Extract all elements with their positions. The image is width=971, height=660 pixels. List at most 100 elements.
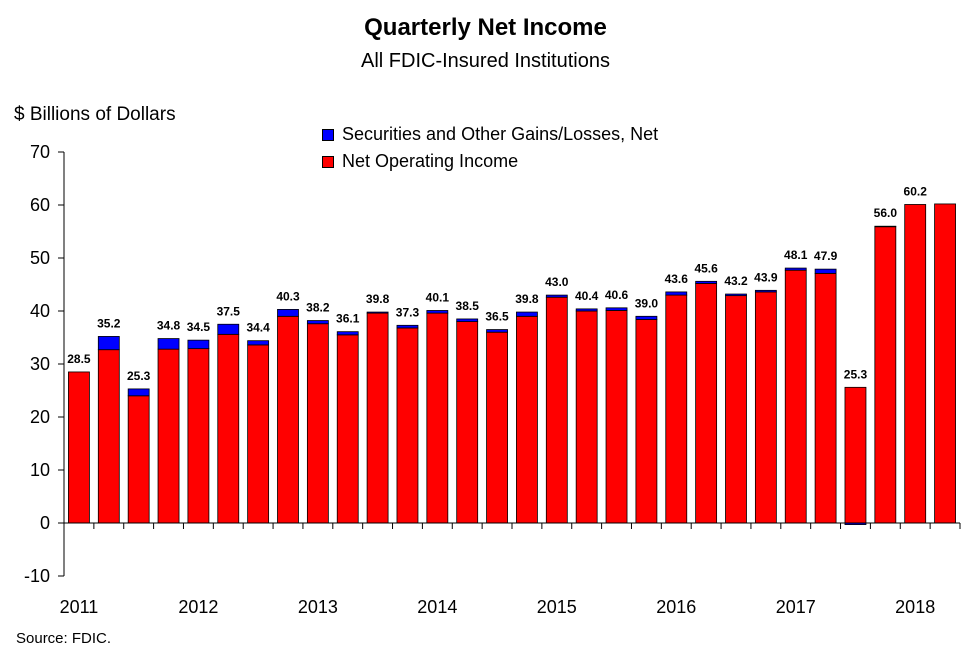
bar-securities-gains — [157, 338, 180, 350]
x-tick-label-year: 2015 — [537, 597, 577, 617]
bar-securities-gains — [874, 225, 897, 228]
y-tick-label: 50 — [30, 248, 50, 268]
bar-net-operating-income — [695, 283, 718, 524]
y-tick-label: 10 — [30, 460, 50, 480]
bar-net-operating-income — [68, 371, 90, 524]
bar-securities-gains — [247, 340, 270, 346]
bar-securities-gains — [396, 324, 419, 329]
y-tick-label: -10 — [24, 566, 50, 586]
bar-value-label: 39.0 — [635, 296, 659, 310]
bar-net-operating-income — [516, 315, 538, 524]
bar-securities-gains — [456, 318, 479, 323]
bar-value-label: 47.9 — [814, 249, 838, 263]
bar-net-operating-income — [187, 348, 210, 524]
bar-net-operating-income — [306, 323, 329, 524]
bar-value-label: 43.0 — [545, 275, 569, 289]
bar-net-operating-income — [575, 310, 598, 524]
bar-securities-gains — [366, 311, 389, 314]
legend-item-net-operating-income: Net Operating Income — [322, 148, 658, 175]
x-tick-label-year: 2014 — [417, 597, 457, 617]
bar-value-label: 38.2 — [306, 301, 330, 315]
bar-securities-gains — [486, 329, 508, 333]
y-tick-label: 40 — [30, 301, 50, 321]
bar-value-label: 36.1 — [336, 312, 360, 326]
chart-subtitle: All FDIC-Insured Institutions — [361, 50, 610, 72]
bar-net-operating-income — [545, 296, 568, 524]
bar-securities-gains — [217, 323, 240, 335]
bar-value-label: 40.3 — [276, 289, 300, 303]
bar-securities-gains — [725, 293, 747, 297]
bar-net-operating-income — [784, 269, 807, 524]
bar-securities-gains — [277, 309, 299, 317]
bar-value-label: 34.4 — [246, 321, 270, 335]
bar-securities-gains — [575, 308, 598, 312]
bar-securities-gains — [665, 291, 688, 296]
bar-value-label: 39.8 — [366, 292, 390, 306]
bar-value-label: 34.5 — [187, 320, 211, 334]
bar-net-operating-income — [157, 348, 180, 524]
bar-value-label: 25.3 — [844, 367, 868, 381]
x-tick-label-year: 2017 — [776, 597, 816, 617]
bar-value-label: 36.5 — [485, 310, 509, 324]
chart-title: Quarterly Net Income — [364, 14, 607, 41]
source-note: Source: FDIC. — [16, 630, 112, 647]
legend-label-securities: Securities and Other Gains/Losses, Net — [342, 124, 659, 144]
bar-value-label: 43.2 — [724, 274, 748, 288]
x-tick-label-year: 2018 — [895, 597, 935, 617]
bar-value-label: 38.5 — [456, 299, 480, 313]
bar-net-operating-income — [97, 349, 120, 524]
y-tick-label: 0 — [40, 513, 50, 533]
bar-net-operating-income — [127, 395, 150, 524]
bar-securities-gains — [187, 339, 210, 350]
bar-net-operating-income — [605, 310, 628, 524]
bar-net-operating-income — [486, 331, 508, 524]
bar-securities-gains — [605, 307, 628, 311]
x-tick-label-year: 2013 — [298, 597, 338, 617]
bar-net-operating-income — [336, 334, 359, 524]
legend-swatch-net-operating-income — [322, 155, 334, 168]
y-axis-label: $ Billions of Dollars — [14, 104, 176, 125]
bar-value-label: 25.3 — [127, 369, 151, 383]
bar-value-label: 35.2 — [97, 316, 121, 330]
bar-securities-gains — [426, 310, 449, 314]
bar-net-operating-income — [814, 272, 837, 524]
bar-net-operating-income — [217, 333, 240, 524]
bar-value-label: 34.8 — [157, 319, 181, 333]
x-tick-label-year: 2011 — [60, 597, 99, 617]
bar-net-operating-income — [426, 312, 449, 524]
bar-net-operating-income — [665, 294, 688, 524]
bar-value-label: 48.1 — [784, 248, 808, 262]
legend-item-securities: Securities and Other Gains/Losses, Net — [322, 121, 658, 148]
bar-value-label: 28.5 — [67, 352, 91, 366]
bar-net-operating-income — [754, 291, 777, 524]
bar-value-label: 60.2 — [904, 184, 928, 198]
bar-securities-gains — [306, 320, 329, 325]
legend: Securities and Other Gains/Losses, Net N… — [322, 121, 658, 175]
y-tick-label: 70 — [30, 142, 50, 162]
bar-net-operating-income — [396, 327, 419, 524]
bar-net-operating-income — [635, 319, 658, 524]
bar-securities-gains — [754, 289, 777, 293]
bar-value-label: 37.3 — [396, 305, 420, 319]
bar-net-operating-income — [247, 344, 270, 524]
y-tick-label: 30 — [30, 354, 50, 374]
bar-value-label: 40.6 — [605, 288, 629, 302]
bar-value-label: 56.0 — [874, 206, 898, 220]
bar-securities-gains — [545, 294, 568, 298]
legend-label-net-operating-income: Net Operating Income — [342, 151, 519, 171]
bar-net-operating-income — [456, 321, 479, 524]
x-tick-label-year: 2012 — [178, 597, 218, 617]
bar-net-operating-income — [844, 386, 867, 524]
legend-swatch-securities — [322, 128, 334, 141]
bar-net-operating-income — [904, 204, 927, 524]
bar-securities-gains — [635, 315, 658, 320]
bar-net-operating-income — [366, 312, 389, 524]
bar-value-label: 37.5 — [217, 304, 241, 318]
bar-value-label: 43.6 — [665, 272, 689, 286]
bar-securities-gains — [784, 267, 807, 271]
bar-net-operating-income — [277, 315, 299, 524]
bar-securities-gains — [516, 311, 538, 317]
bar-securities-gains — [695, 280, 718, 284]
y-tick-label: 60 — [30, 195, 50, 215]
